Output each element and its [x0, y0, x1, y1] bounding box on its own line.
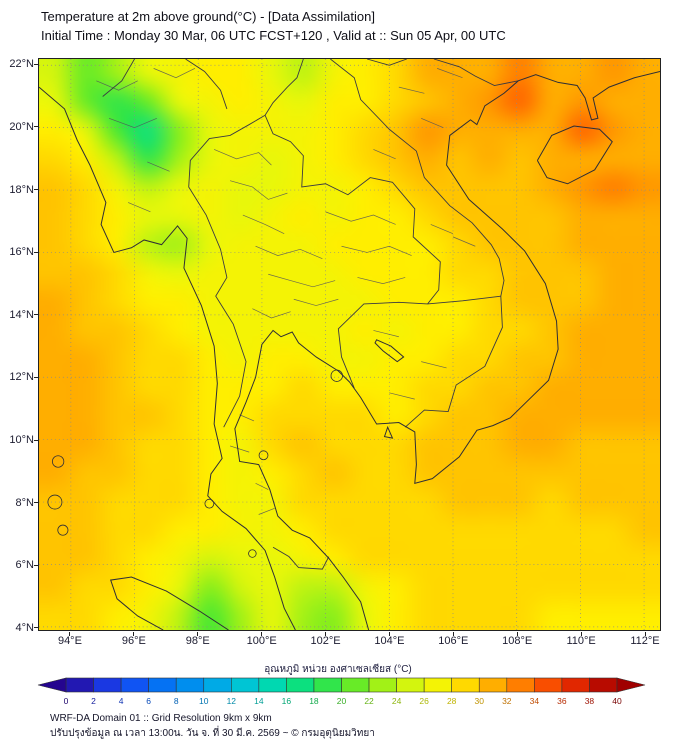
- colorbar-segment: [478, 677, 508, 693]
- x-tick-mark: [516, 632, 518, 636]
- colorbar-segment: [313, 677, 342, 693]
- colorbar-tick-label: 24: [392, 696, 402, 706]
- y-tick-mark: [34, 189, 38, 190]
- map-plot-area: [38, 58, 661, 631]
- colorbar-tick-label: 18: [309, 696, 319, 706]
- colorbar-arrow-high: [616, 677, 646, 693]
- x-tick-label: 96°E: [121, 635, 146, 647]
- colorbar-segment: [423, 677, 452, 693]
- x-tick-mark: [388, 632, 390, 636]
- colorbar-tick-label: 2: [91, 696, 96, 706]
- x-tick-mark: [580, 632, 582, 636]
- colorbar-segment: [93, 677, 122, 693]
- colorbar-segment: [258, 677, 287, 693]
- y-tick-mark: [34, 502, 38, 504]
- province-borders: [96, 68, 476, 515]
- y-tick-mark: [34, 63, 38, 65]
- x-tick-label: 112°E: [630, 635, 660, 647]
- colorbar-segment: [534, 677, 563, 693]
- colorbar-segment: [175, 677, 205, 693]
- footer-update-info: ปรับปรุงข้อมูล ณ เวลา 13:00น. วัน จ. ที่…: [50, 728, 375, 739]
- y-tick-label: 20°N: [9, 120, 34, 133]
- x-tick-label: 108°E: [502, 635, 533, 647]
- x-tick-mark: [325, 632, 327, 636]
- x-tick-label: 100°E: [246, 635, 277, 647]
- x-tick-mark: [69, 632, 71, 636]
- y-tick-label: 10°N: [9, 434, 34, 446]
- islands: [47, 369, 343, 558]
- colorbar-tick-label: 14: [254, 696, 264, 706]
- y-tick-label: 22°N: [9, 58, 34, 71]
- colorbar-segment: [396, 677, 425, 693]
- y-tick-label: 16°N: [9, 246, 34, 259]
- map-overlay: [39, 59, 660, 630]
- colorbar-tick-label: 26: [419, 696, 429, 706]
- colorbar-arrow-low: [37, 677, 67, 693]
- colorbar-tick-label: 6: [146, 696, 151, 706]
- colorbar-tick-label: 38: [585, 696, 595, 706]
- y-tick-mark: [34, 376, 38, 378]
- colorbar-tick-label: 4: [119, 696, 124, 706]
- y-tick-mark: [34, 627, 38, 629]
- x-tick-label: 110°E: [566, 635, 596, 647]
- colorbar-segment: [203, 677, 232, 693]
- colorbar-segment: [589, 677, 618, 693]
- colorbar-tick-label: 20: [337, 696, 347, 706]
- y-tick-label: 14°N: [9, 308, 34, 321]
- colorbar-tick-label: 8: [174, 696, 179, 706]
- colorbar-label: อุณหภูมิ หน่วย องศาเซลเซียส (°C): [264, 664, 412, 675]
- x-tick-mark: [133, 632, 135, 636]
- colorbar-segment: [231, 677, 260, 693]
- colorbar-tick-label: 40: [612, 696, 622, 706]
- colorbar-tick-label: 12: [227, 696, 237, 706]
- page-subtitle: Initial Time : Monday 30 Mar, 06 UTC FCS…: [41, 28, 506, 43]
- colorbar: 0 2 4 6 8 10 12 14 16 18 20 22 24 26 28 30 32 34 36 38 40: [37, 677, 646, 706]
- colorbar-segment: [286, 677, 315, 693]
- y-tick-mark: [34, 439, 38, 441]
- page-title: Temperature at 2m above ground(°C) - [Da…: [41, 9, 375, 24]
- coastlines: [39, 70, 660, 630]
- y-tick-mark: [34, 251, 38, 253]
- temperature-heatmap-canvas: [39, 59, 660, 630]
- colorbar-segment: [506, 677, 535, 693]
- x-tick-label: 98°E: [185, 635, 210, 647]
- y-tick-label: 6°N: [15, 559, 34, 572]
- colorbar-segment: [561, 677, 590, 693]
- colorbar-tick-label: 30: [475, 696, 485, 706]
- colorbar-segment: [368, 677, 397, 693]
- y-tick-label: 4°N: [15, 621, 34, 634]
- footer-domain-info: WRF-DA Domain 01 :: Grid Resolution 9km …: [50, 713, 272, 724]
- colorbar-tick-label: 22: [364, 696, 374, 706]
- x-tick-mark: [452, 632, 454, 636]
- y-tick-label: 12°N: [9, 371, 34, 384]
- colorbar-tick-label: 36: [557, 696, 567, 706]
- x-tick-label: 106°E: [438, 635, 469, 647]
- colorbar-tick-label: 32: [502, 696, 512, 706]
- x-tick-mark: [261, 632, 263, 636]
- y-tick-label: 18°N: [9, 183, 34, 196]
- colorbar-segment: [341, 677, 370, 693]
- x-tick-mark: [644, 632, 646, 636]
- colorbar-segment: [120, 677, 149, 693]
- figure-header: Temperature at 2m above ground(°C) - [Da…: [41, 7, 506, 45]
- y-tick-label: 8°N: [15, 496, 34, 509]
- figure-footer: WRF-DA Domain 01 :: Grid Resolution 9km …: [50, 711, 375, 741]
- colorbar-segment: [451, 677, 480, 693]
- x-tick-label: 104°E: [374, 635, 405, 647]
- country-borders: [102, 59, 519, 570]
- x-tick-label: 94°E: [57, 635, 82, 647]
- gridlines: [39, 59, 660, 630]
- x-tick-mark: [197, 632, 199, 636]
- x-tick-label: 102°E: [310, 635, 341, 647]
- colorbar-tick-label: 10: [199, 696, 209, 706]
- colorbar-tick-label: 34: [530, 696, 540, 706]
- colorbar-tick-label: 0: [64, 696, 69, 706]
- colorbar-tick-label: 28: [447, 696, 457, 706]
- y-tick-mark: [34, 126, 38, 128]
- colorbar-tick-label: 16: [282, 696, 292, 706]
- colorbar-segment: [65, 677, 94, 693]
- y-tick-mark: [34, 314, 38, 316]
- colorbar-segment: [148, 677, 177, 693]
- y-tick-mark: [34, 564, 38, 566]
